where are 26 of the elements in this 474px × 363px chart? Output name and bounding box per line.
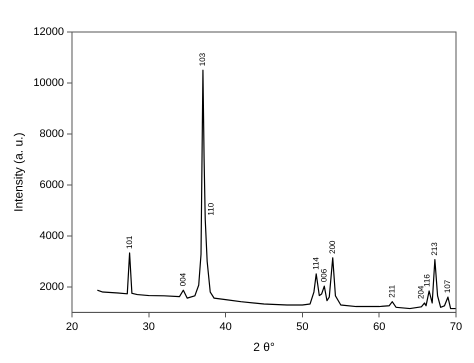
annotation: 200	[328, 240, 337, 254]
x-tick-label: 50	[296, 321, 309, 334]
y-tick-label: 6000	[40, 178, 64, 191]
annotation: 114	[311, 256, 320, 270]
annotation: 211	[387, 284, 396, 298]
x-tick-label: 20	[66, 321, 78, 334]
y-tick-label: 12000	[33, 26, 64, 38]
x-tick-label: 70	[450, 321, 462, 334]
y-axis-title: Intensity (a. u.)	[12, 132, 26, 212]
x-tick-label: 30	[142, 321, 155, 334]
annotation: 006	[319, 268, 328, 282]
x-tick-label: 40	[219, 321, 232, 334]
annotation: 116	[422, 274, 432, 287]
y-tick-label: 2000	[40, 280, 64, 293]
x-tick-label: 60	[373, 321, 386, 334]
annotation: 204	[416, 285, 426, 299]
annotation: 213	[430, 242, 440, 256]
annotation: 107	[443, 279, 452, 294]
annotation: 103	[198, 52, 208, 66]
annotation: 101	[124, 235, 134, 250]
y-tick-label: 10000	[33, 77, 64, 90]
x-axis-title: 2 θ°	[253, 340, 275, 354]
annotation: 110	[206, 202, 216, 216]
annotation: 004	[178, 272, 188, 286]
y-tick-label: 4000	[40, 230, 64, 242]
y-tick-label: 8000	[40, 128, 64, 140]
